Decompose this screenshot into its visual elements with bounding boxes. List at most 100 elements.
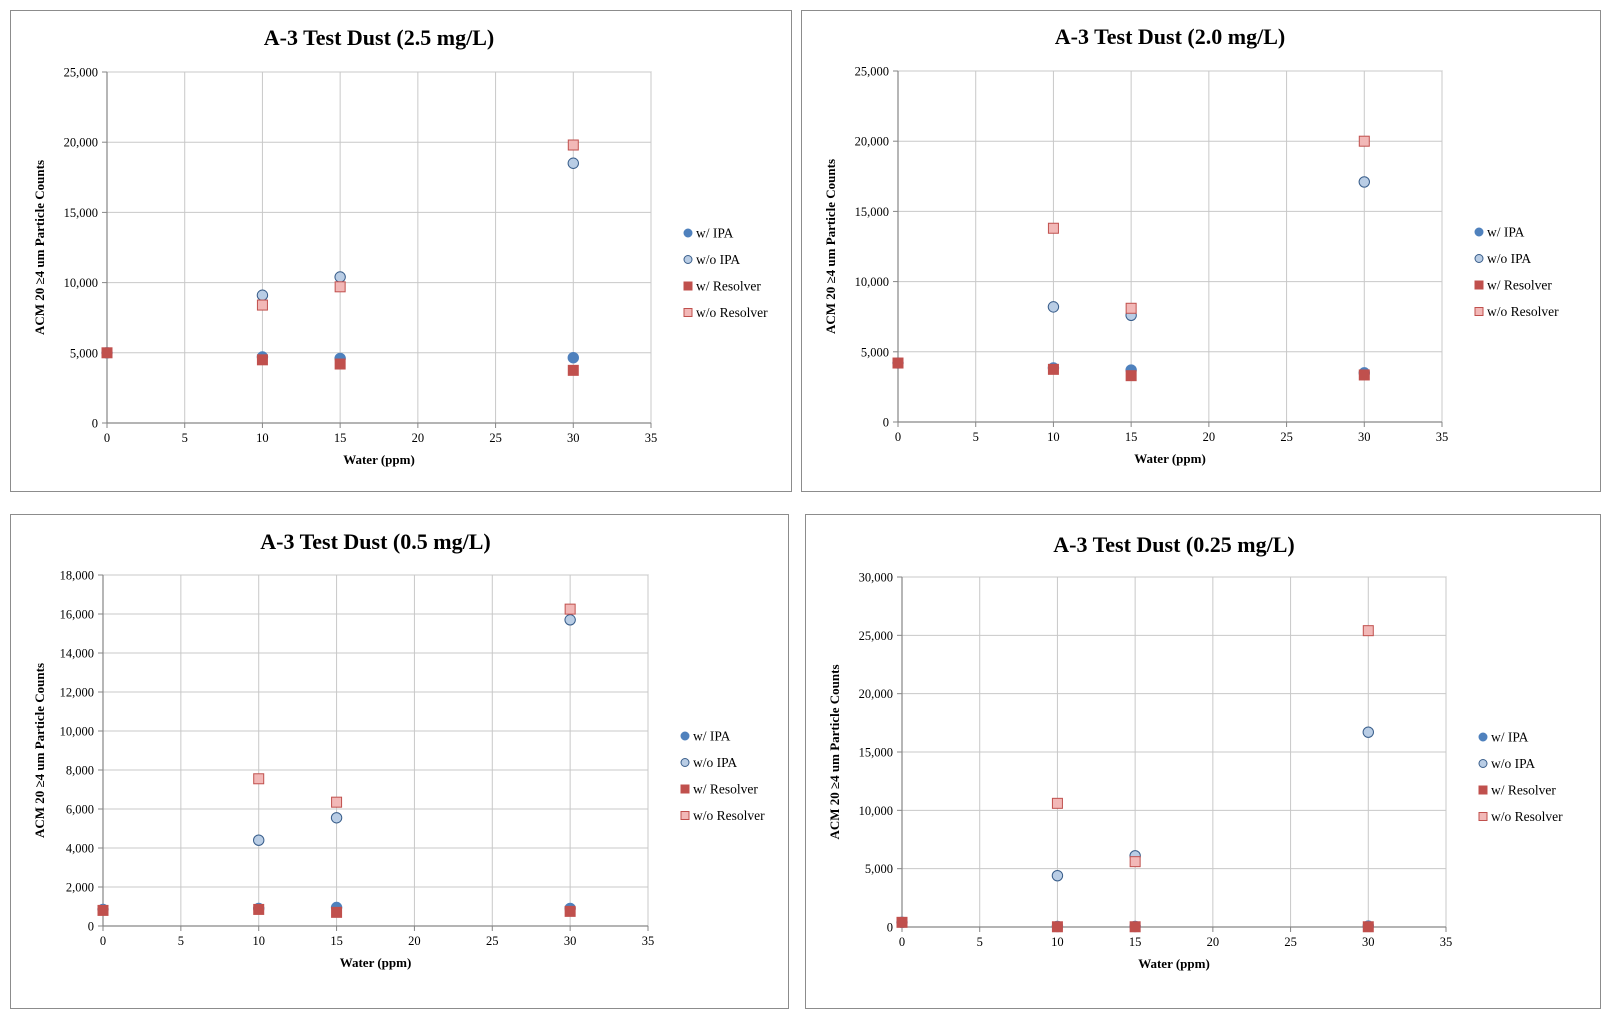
legend-label: w/o Resolver xyxy=(696,305,768,320)
data-point xyxy=(334,271,346,283)
legend-label: w/o IPA xyxy=(1487,251,1531,266)
y-tick-label: 15,000 xyxy=(855,205,889,219)
scatter-chart: 0 5 10 15 20 25 30 35 0 5,000 10,000 15,000 20,000 25… xyxy=(823,24,1559,466)
x-tick-label: 10 xyxy=(256,431,269,445)
legend-marker xyxy=(1474,280,1484,290)
series-w-o-resolver xyxy=(256,139,579,311)
y-tick-label: 15,000 xyxy=(64,206,98,220)
series-w-resolver xyxy=(101,347,579,376)
x-tick-label: 35 xyxy=(1436,430,1449,444)
x-tick-label: 15 xyxy=(1129,935,1142,949)
y-tick-label: 0 xyxy=(92,417,98,431)
legend-label: w/ IPA xyxy=(1491,730,1529,745)
legend-marker xyxy=(680,811,690,820)
y-tick-label: 25,000 xyxy=(855,65,889,79)
data-point xyxy=(1047,222,1059,234)
legend-label: w/ Resolver xyxy=(693,782,758,797)
data-point xyxy=(331,906,343,918)
data-point xyxy=(896,916,908,928)
data-point xyxy=(567,139,579,151)
data-point xyxy=(1358,369,1370,381)
legend-label: w/o IPA xyxy=(1491,756,1535,771)
y-tick-label: 5,000 xyxy=(70,346,98,360)
legend-marker xyxy=(1478,732,1488,742)
data-point xyxy=(101,347,113,359)
legend-label: w/ IPA xyxy=(693,729,731,744)
x-tick-label: 30 xyxy=(1358,430,1371,444)
legend-marker xyxy=(683,281,693,291)
chart-title: A-3 Test Dust (2.0 mg/L) xyxy=(1055,24,1285,49)
x-tick-label: 0 xyxy=(895,430,901,444)
chart-panel-2-5: 0 5 10 15 20 25 30 35 0 5,000 10,000 15,000 20,000 25… xyxy=(10,10,792,492)
x-tick-label: 25 xyxy=(1284,935,1297,949)
x-tick-label: 20 xyxy=(412,431,425,445)
data-point xyxy=(567,157,579,169)
data-point xyxy=(1358,176,1370,188)
data-point xyxy=(253,903,265,915)
data-point xyxy=(1362,726,1374,738)
x-tick-label: 30 xyxy=(564,934,577,948)
scatter-chart: 0 5 10 15 20 25 30 35 0 5,000 10,000 15,000 20,000 25… xyxy=(827,532,1563,971)
data-point xyxy=(253,773,265,785)
legend: w/ IPA w/o IPA w/ Resolver w/o Resolver xyxy=(680,729,765,823)
legend-marker xyxy=(680,784,690,794)
data-point xyxy=(1047,363,1059,375)
legend-marker xyxy=(680,758,690,767)
scatter-chart: 0 5 10 15 20 25 30 35 0 5,000 10,000 15,000 20,000 25… xyxy=(32,25,768,467)
data-point xyxy=(334,358,346,370)
legend-label: w/o Resolver xyxy=(1491,809,1563,824)
data-point xyxy=(1129,921,1141,933)
x-tick-label: 10 xyxy=(1047,430,1060,444)
legend-label: w/ IPA xyxy=(1487,225,1525,240)
data-point xyxy=(1125,370,1137,382)
legend-marker xyxy=(1478,759,1488,768)
x-tick-label: 20 xyxy=(1203,430,1216,444)
x-tick-label: 5 xyxy=(182,431,188,445)
legend-marker xyxy=(683,228,693,238)
data-point xyxy=(97,904,109,916)
legend: w/ IPA w/o IPA w/ Resolver w/o Resolver xyxy=(1478,730,1563,824)
y-tick-label: 25,000 xyxy=(64,66,98,80)
data-point xyxy=(1047,301,1060,313)
legend: w/ IPA w/o IPA w/ Resolver w/o Resolver xyxy=(1474,225,1559,319)
legend-label: w/o IPA xyxy=(696,252,740,267)
data-point xyxy=(892,357,904,369)
legend-marker xyxy=(1478,785,1488,795)
y-tick-label: 18,000 xyxy=(60,569,94,583)
series-w-resolver xyxy=(896,916,1374,933)
legend: w/ IPA w/o IPA w/ Resolver w/o Resolver xyxy=(683,226,768,320)
x-tick-label: 15 xyxy=(330,934,343,948)
x-tick-label: 35 xyxy=(1440,935,1453,949)
data-point xyxy=(1362,921,1374,933)
y-tick-label: 5,000 xyxy=(861,345,889,359)
chart-panel-0-25: 0 5 10 15 20 25 30 35 0 5,000 10,000 15,000 20,000 25… xyxy=(805,514,1601,1009)
x-tick-label: 0 xyxy=(899,935,905,949)
y-tick-label: 25,000 xyxy=(859,629,893,643)
plot-area xyxy=(102,574,649,927)
y-tick-label: 15,000 xyxy=(859,746,893,760)
y-tick-label: 0 xyxy=(883,416,889,430)
x-axis-title: Water (ppm) xyxy=(1134,451,1206,466)
series-w-o-ipa xyxy=(256,157,579,301)
x-tick-label: 20 xyxy=(1207,935,1220,949)
x-tick-label: 20 xyxy=(408,934,421,948)
series-w-resolver xyxy=(97,903,576,918)
legend-marker xyxy=(1478,812,1488,821)
x-tick-label: 0 xyxy=(104,431,110,445)
data-point xyxy=(1125,302,1137,314)
x-tick-label: 25 xyxy=(1280,430,1293,444)
x-tick-label: 5 xyxy=(973,430,979,444)
data-point xyxy=(564,614,576,626)
data-point xyxy=(256,299,268,311)
legend-marker xyxy=(1474,254,1484,263)
y-axis-title: ACM 20 ≥4 um Particle Counts xyxy=(32,160,47,335)
data-point xyxy=(256,354,268,366)
y-tick-label: 10,000 xyxy=(64,276,98,290)
chart-panel-0-5: 0 5 10 15 20 25 30 35 0 2,000 4,000 6,000 8,000 10,00… xyxy=(10,514,789,1009)
y-tick-label: 12,000 xyxy=(60,686,94,700)
y-tick-label: 8,000 xyxy=(66,764,94,778)
x-tick-label: 35 xyxy=(642,934,655,948)
legend-label: w/ Resolver xyxy=(1491,783,1556,798)
legend-marker xyxy=(1474,227,1484,237)
scatter-chart: 0 5 10 15 20 25 30 35 0 2,000 4,000 6,000 8,000 10,00… xyxy=(32,529,765,970)
